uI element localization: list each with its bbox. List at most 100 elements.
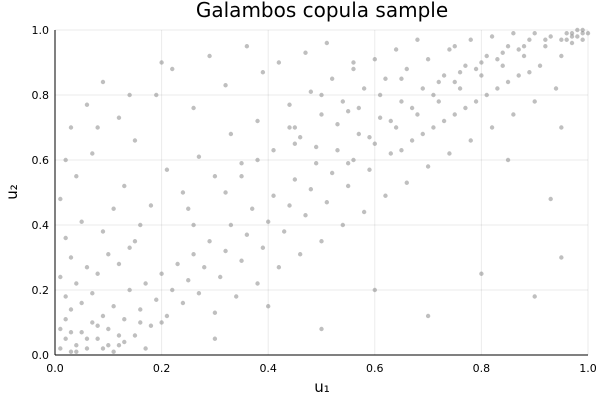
scatter-point <box>447 47 452 52</box>
scatter-point <box>580 37 585 42</box>
scatter-point <box>468 138 473 143</box>
scatter-point <box>122 183 127 189</box>
scatter-point <box>319 326 324 332</box>
scatter-point <box>377 115 383 120</box>
scatter-point <box>260 70 266 75</box>
scatter-point <box>335 148 340 153</box>
scatter-point <box>111 206 116 211</box>
scatter-point <box>543 44 548 49</box>
scatter-point <box>521 44 527 49</box>
scatter-point <box>468 37 473 42</box>
scatter-point <box>95 271 100 276</box>
x-tick-label: 0.0 <box>46 362 64 375</box>
scatter-point <box>164 313 170 319</box>
scatter-point <box>548 34 553 39</box>
scatter-point <box>452 112 457 117</box>
scatter-point <box>303 213 308 218</box>
scatter-point <box>537 63 543 68</box>
scatter-point <box>159 60 164 65</box>
scatter-point <box>63 317 68 322</box>
scatter-point <box>393 47 399 52</box>
scatter-point <box>356 105 362 111</box>
scatter-point <box>367 167 372 172</box>
scatter-point <box>212 310 218 315</box>
scatter-point <box>212 336 218 341</box>
scatter-point <box>138 307 143 312</box>
scatter-point <box>143 346 148 351</box>
scatter-point <box>388 151 393 156</box>
scatter-point <box>244 232 250 237</box>
scatter-point <box>79 330 84 335</box>
scatter-point <box>255 157 260 163</box>
scatter-point <box>420 86 425 91</box>
scatter-point <box>479 60 484 65</box>
scatter-point <box>127 287 132 293</box>
scatter-point <box>111 304 116 309</box>
scatter-point <box>84 346 90 351</box>
scatter-point <box>74 349 79 354</box>
scatter-point <box>63 294 68 299</box>
scatter-point <box>436 79 441 85</box>
scatter-point <box>345 161 351 166</box>
scatter-point <box>170 287 175 293</box>
scatter-point <box>186 206 191 211</box>
scatter-point <box>186 278 191 283</box>
x-tick-label: 0.2 <box>153 362 171 375</box>
scatter-point <box>292 125 298 130</box>
scatter-point <box>431 92 436 98</box>
scatter-point <box>415 37 420 42</box>
scatter-point <box>95 323 100 328</box>
scatter-point <box>266 219 271 224</box>
scatter-point <box>122 317 127 322</box>
scatter-point <box>569 34 575 39</box>
scatter-point <box>447 151 452 156</box>
y-ticks: 0.0 0.2 0.4 0.6 0.8 1.0 <box>32 24 50 362</box>
scatter-point <box>527 70 532 75</box>
scatter-point <box>463 105 468 111</box>
scatter-point <box>441 118 447 124</box>
scatter-point <box>191 252 196 257</box>
scatter-point <box>425 164 431 169</box>
scatter-point <box>324 200 330 205</box>
y-tick-label: 0.4 <box>32 219 50 232</box>
scatter-point <box>116 333 122 338</box>
scatter-point <box>271 193 276 198</box>
scatter-point <box>553 86 559 91</box>
scatter-point <box>473 66 479 72</box>
scatter-point <box>297 252 303 257</box>
scatter-point <box>106 343 111 348</box>
scatter-point <box>79 300 84 306</box>
scatter-point <box>266 304 271 309</box>
scatter-point <box>585 31 591 36</box>
scatter-point <box>575 27 580 33</box>
scatter-point <box>505 157 511 163</box>
scatter-point <box>180 190 186 195</box>
scatter-point <box>244 44 250 49</box>
scatter-point <box>559 37 564 42</box>
scatter-point <box>452 44 457 49</box>
scatter-point <box>63 336 68 341</box>
scatter-point <box>68 125 74 130</box>
scatter-point <box>223 190 228 195</box>
scatter-point <box>399 148 404 153</box>
scatter-point <box>532 31 537 36</box>
scatter-point <box>154 92 159 98</box>
scatter-point <box>495 86 500 91</box>
scatter-point <box>580 31 585 36</box>
scatter-points <box>58 27 591 354</box>
scatter-point <box>255 118 260 124</box>
scatter-point <box>452 79 457 85</box>
scatter-point <box>100 313 106 319</box>
scatter-point <box>409 105 415 111</box>
scatter-point <box>313 144 319 150</box>
scatter-point <box>425 313 431 319</box>
x-tick-label: 0.4 <box>259 362 277 375</box>
scatter-point <box>527 37 532 42</box>
scatter-point <box>569 31 575 36</box>
scatter-point <box>292 141 298 146</box>
scatter-point <box>351 157 356 163</box>
scatter-point <box>212 174 218 179</box>
scatter-point <box>90 151 95 156</box>
scatter-point <box>564 31 569 36</box>
